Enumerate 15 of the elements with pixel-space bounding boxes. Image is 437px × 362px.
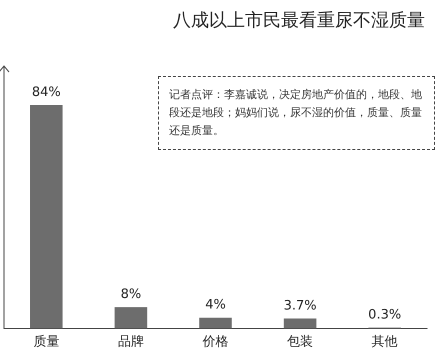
x-tick-label: 其他 (372, 334, 398, 350)
bar (30, 105, 63, 328)
data-label: 4% (205, 298, 226, 313)
data-label: 8% (120, 287, 142, 302)
x-tick-label: 品牌 (118, 334, 144, 350)
x-tick-label: 质量 (33, 334, 60, 350)
data-label: 84% (32, 84, 61, 100)
bar (284, 318, 316, 328)
x-tick-label: 包装 (287, 334, 314, 350)
bar (199, 318, 232, 328)
data-label: 3.7% (284, 298, 317, 314)
bar (114, 307, 148, 328)
x-tick-label: 价格 (202, 334, 228, 350)
data-label: 0.3% (368, 307, 402, 322)
chart-title: 八成以上市民最看重尿不湿质量 (173, 9, 425, 32)
